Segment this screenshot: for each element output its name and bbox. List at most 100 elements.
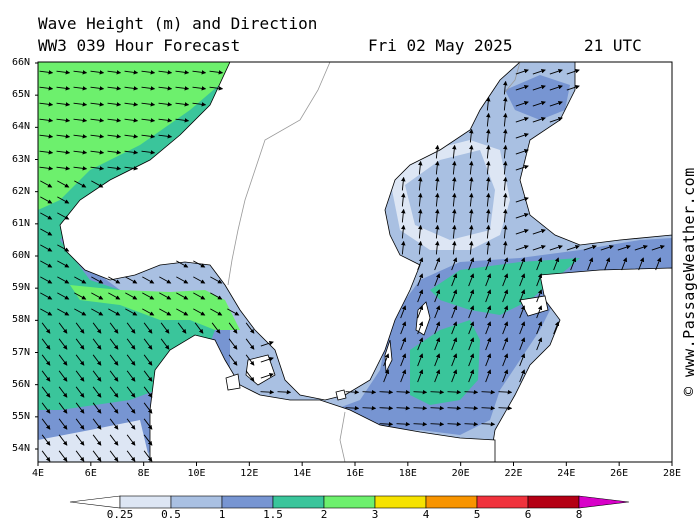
legend-swatch (272, 495, 325, 509)
wave-direction-arrow (92, 402, 102, 414)
wave-direction-arrow (485, 305, 492, 319)
bothnian-sea-1m (405, 150, 495, 240)
wave-direction-arrow (566, 68, 580, 75)
latitude-label: 65N (12, 89, 31, 101)
bornholm-island (335, 389, 347, 401)
wave-direction-arrow (434, 337, 441, 351)
sweden-finland-border (504, 62, 521, 93)
wave-direction-arrow (126, 434, 136, 446)
longitude-label: 14E (293, 468, 312, 479)
legend-label: 0.5 (161, 508, 181, 521)
wave-direction-arrow (143, 354, 153, 366)
wave-direction-arrow (125, 276, 138, 284)
wave-direction-arrow (503, 160, 508, 175)
wave-direction-arrow (143, 418, 153, 430)
wave-direction-arrow (468, 321, 475, 335)
wave-direction-arrow (400, 369, 407, 383)
wave-direction-arrow (92, 450, 102, 462)
wave-direction-arrow (90, 70, 105, 75)
wave-direction-arrow (211, 322, 221, 334)
wave-direction-arrow (175, 70, 190, 75)
wave-direction-arrow (468, 369, 475, 383)
wave-direction-arrow (109, 450, 119, 462)
longitude-label: 26E (610, 468, 629, 479)
wave-direction-arrow (435, 144, 440, 159)
wave-direction-arrow (176, 260, 189, 268)
legend-label: 1 (218, 508, 226, 521)
wave-direction-arrow (503, 240, 508, 255)
wave-direction-arrow (58, 418, 68, 430)
wave-direction-arrow (401, 208, 406, 223)
wave-direction-arrow (58, 354, 68, 366)
wave-direction-arrow (210, 276, 223, 284)
legend-label: 3 (371, 508, 379, 521)
legend-swatch (119, 495, 172, 509)
wave-direction-arrow (430, 389, 445, 395)
wave-direction-arrow (109, 434, 119, 446)
wave-direction-arrow (519, 337, 526, 351)
wave-direction-arrow (209, 70, 224, 75)
wave-direction-arrow (192, 102, 207, 107)
longitude-label: 22E (504, 468, 523, 479)
wave-direction-arrow (532, 100, 546, 107)
wave-direction-arrow (39, 102, 54, 107)
wave-direction-arrow (126, 370, 136, 382)
wave-direction-arrow (503, 128, 508, 143)
legend-label: 6 (524, 508, 532, 521)
wave-direction-arrow (90, 134, 105, 139)
wave-direction-arrow (141, 70, 156, 75)
wave-direction-arrow (158, 70, 173, 75)
wave-direction-arrow (485, 369, 492, 383)
wave-direction-arrow (379, 389, 394, 395)
wave-direction-arrow (107, 102, 122, 107)
wave-direction-arrow (40, 308, 53, 316)
wave-direction-arrow (40, 260, 53, 268)
estonia-latvia-land (489, 267, 672, 462)
latitude-label: 62N (12, 185, 31, 197)
wave-direction-arrow (464, 389, 479, 395)
wave-direction-arrow (124, 150, 139, 155)
wave-direction-arrow (57, 260, 70, 268)
wave-direction-arrow (57, 212, 70, 220)
wave-direction-arrow (90, 118, 105, 123)
wave-direction-arrow (109, 354, 119, 366)
wave-direction-arrow (418, 208, 423, 223)
wave-direction-arrow (417, 305, 424, 319)
wave-direction-arrow (92, 370, 102, 382)
wave-direction-arrow (519, 305, 526, 319)
wave-direction-arrow (417, 337, 424, 351)
wave-direction-arrow (176, 308, 189, 316)
wave-arrows (39, 68, 665, 462)
wave-direction-arrow (485, 289, 492, 303)
wave-direction-arrow (362, 389, 377, 395)
wave-direction-arrow (126, 322, 136, 334)
wave-direction-arrow (515, 228, 529, 235)
wave-direction-arrow (210, 308, 223, 316)
wave-direction-arrow (90, 102, 105, 107)
wave-direction-arrow (57, 196, 70, 204)
wave-direction-arrow (142, 276, 155, 284)
wave-direction-arrow (58, 370, 68, 382)
legend-bar (69, 495, 630, 509)
wave-direction-arrow (109, 386, 119, 398)
wave-direction-arrow (125, 292, 138, 300)
longitude-label: 4E (31, 468, 45, 479)
wave-direction-arrow (566, 84, 580, 91)
wave-direction-arrow (379, 405, 394, 411)
latitude-label: 54N (12, 443, 31, 454)
wave-direction-arrow (452, 176, 457, 191)
wave-direction-arrow (175, 102, 190, 107)
wave-direction-arrow (40, 196, 53, 204)
wave-direction-arrow (245, 322, 255, 334)
wave-direction-arrow (158, 118, 173, 123)
wave-direction-arrow (447, 405, 462, 411)
wave-direction-arrow (634, 244, 648, 251)
wave-direction-arrow (451, 353, 458, 367)
wave-direction-arrow (430, 421, 445, 427)
wave-direction-arrow (227, 308, 240, 316)
wave-direction-arrow (452, 224, 457, 239)
wave-direction-arrow (400, 353, 407, 367)
wave-direction-arrow (532, 244, 546, 251)
wave-direction-arrow (452, 192, 457, 207)
wave-direction-arrow (621, 257, 628, 271)
